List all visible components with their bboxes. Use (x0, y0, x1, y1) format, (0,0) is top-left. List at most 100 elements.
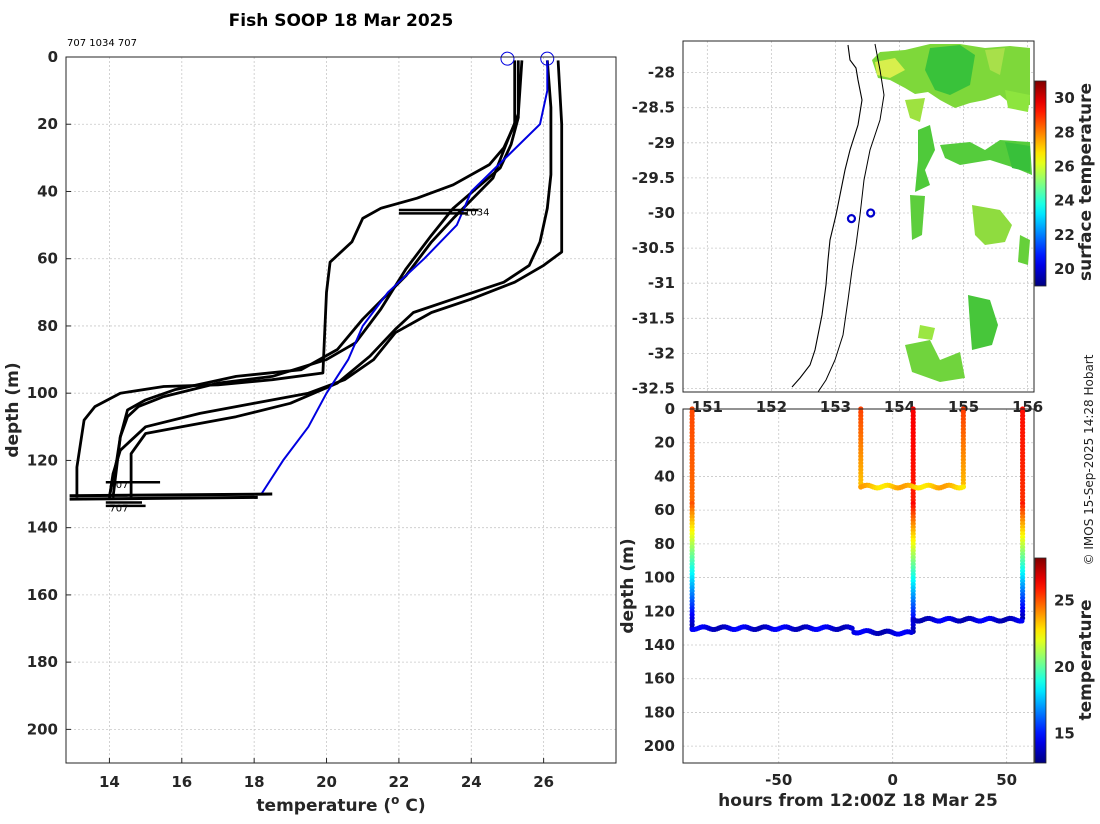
bottom-scribble-2 (105, 481, 161, 508)
map-ytick-label: -30.5 (632, 239, 675, 257)
left-xlabel-sup: o (391, 793, 399, 807)
mid-scribble (398, 208, 479, 215)
map-ytick-label: -31 (648, 274, 675, 292)
left-ylabel: depth (m) (3, 362, 23, 457)
left-annotation: 1034 (464, 208, 489, 219)
section-gridlines (683, 408, 1034, 763)
left-ytick-label: 60 (37, 250, 58, 268)
left-ytick-label: 180 (27, 653, 58, 671)
left-ytick-label: 80 (37, 317, 58, 335)
profile-line-profile-1 (75, 60, 517, 498)
left-ytick-label: 200 (27, 720, 58, 738)
left-annotations: 1034 707 707 (109, 208, 489, 515)
left-xlabel-end: C) (399, 796, 425, 816)
profile-line-profile-5 (108, 60, 564, 498)
left-ticks: 14 16 18 20 22 24 26 0 20 40 60 80 100 120 140 160 180 20… (27, 48, 554, 791)
left-xlabel-text: temperature ( (256, 796, 391, 816)
left-annotation: 707 (109, 503, 128, 514)
profile-line-profile-3 (111, 60, 520, 498)
track-point (1019, 618, 1025, 624)
section-ytick-label: 200 (644, 737, 675, 755)
track-point (908, 629, 914, 636)
profile-line-profile-4 (129, 60, 553, 498)
section-colorbar-tick: 25 (1054, 592, 1075, 610)
left-ytick-label: 20 (37, 115, 58, 133)
left-xtick-label: 14 (99, 773, 120, 791)
section-xtick-label: 50 (996, 771, 1017, 789)
section-colorbar-tick: 15 (1054, 725, 1075, 743)
map-xtick-label: 156 (1012, 398, 1043, 416)
map-colorbar-bar (1034, 80, 1047, 287)
chart-title: Fish SOOP 18 Mar 2025 (229, 11, 454, 31)
section-ytick-label: 160 (644, 670, 675, 688)
section-xtick-label: -50 (765, 771, 792, 789)
map-ytick-label: -29.5 (632, 169, 675, 187)
section-ytick-label: 60 (654, 501, 675, 519)
chart-subtitle: 707 1034 707 (67, 38, 137, 49)
credit-text: © IMOS 15-Sep-2025 14:28 Hobart (1082, 354, 1096, 565)
map-colorbar-tick: 26 (1054, 157, 1075, 175)
section-ytick-label: 0 (665, 400, 675, 418)
track-point (849, 625, 855, 631)
section-colorbar-tick: 20 (1054, 658, 1075, 676)
section-ytick-label: 120 (644, 602, 675, 620)
section-colorbar-label: temperature (1076, 599, 1096, 720)
map-ytick-label: -30 (648, 204, 675, 222)
map-xtick-label: 153 (820, 398, 851, 416)
left-axes-frame (65, 56, 617, 764)
section-colorbar: 15 20 25 (1034, 557, 1075, 764)
map-stations (846, 208, 876, 224)
map-xtick-label: 154 (884, 398, 915, 416)
track-point (960, 484, 966, 490)
section-axes-frame (682, 408, 1035, 764)
left-gridlines (66, 56, 616, 763)
section-ticks: -50 0 50 0 20 40 60 80 100 120 140 160 180 200 (644, 400, 1017, 789)
section-ytick-label: 140 (644, 636, 675, 654)
profile-line-profile-blue (260, 60, 549, 495)
left-ytick-label: 100 (27, 384, 58, 402)
bottom-scribble (69, 492, 273, 501)
map-ticks: -28 -28.5 -29 -29.5 -30 -30.5 -31 -31.5 -32 -32.5… (632, 64, 1044, 416)
coastline (791, 44, 863, 388)
left-xtick-label: 20 (316, 773, 337, 791)
section-ytick-label: 100 (644, 569, 675, 587)
map-xtick-label: 152 (756, 398, 787, 416)
left-xtick-label: 26 (533, 773, 554, 791)
sst-patches (872, 44, 1032, 382)
left-ytick-label: 160 (27, 586, 58, 604)
left-xlabel: temperature (o C) (256, 793, 425, 816)
section-ytick-label: 40 (654, 467, 675, 485)
map-ytick-label: -28 (648, 64, 675, 82)
shelf-isobath (817, 43, 885, 393)
start-marker (540, 51, 555, 66)
section-xtick-label: 0 (887, 771, 897, 789)
map-ytick-label: -29 (648, 134, 675, 152)
left-ytick-label: 40 (37, 182, 58, 200)
left-ytick-label: 140 (27, 519, 58, 537)
map-colorbar-tick: 22 (1054, 226, 1075, 244)
map-colorbar-tick: 28 (1054, 123, 1075, 141)
map-colorbar: 20 22 24 26 28 30 (1034, 80, 1075, 287)
map-colorbar-tick: 20 (1054, 260, 1075, 278)
station-marker (866, 208, 876, 218)
map-axes-frame (682, 40, 1035, 393)
left-xtick-label: 16 (171, 773, 192, 791)
station-marker (846, 214, 857, 224)
section-xlabel: hours from 12:00Z 18 Mar 25 (718, 791, 998, 811)
left-annotation: 707 (109, 480, 128, 491)
left-ytick-label: 0 (48, 48, 58, 66)
section-ytick-label: 180 (644, 703, 675, 721)
map-colorbar-tick: 30 (1054, 89, 1075, 107)
left-xtick-label: 22 (388, 773, 409, 791)
start-marker (500, 51, 515, 66)
map-ytick-label: -32.5 (632, 379, 675, 397)
section-ytick-label: 20 (654, 434, 675, 452)
left-ytick-label: 120 (27, 451, 58, 469)
left-profiles (69, 51, 564, 508)
map-ytick-label: -31.5 (632, 309, 675, 327)
map-ytick-label: -28.5 (632, 99, 675, 117)
map-xtick-label: 151 (692, 398, 723, 416)
section-casts (689, 406, 1026, 637)
left-xtick-label: 18 (244, 773, 265, 791)
